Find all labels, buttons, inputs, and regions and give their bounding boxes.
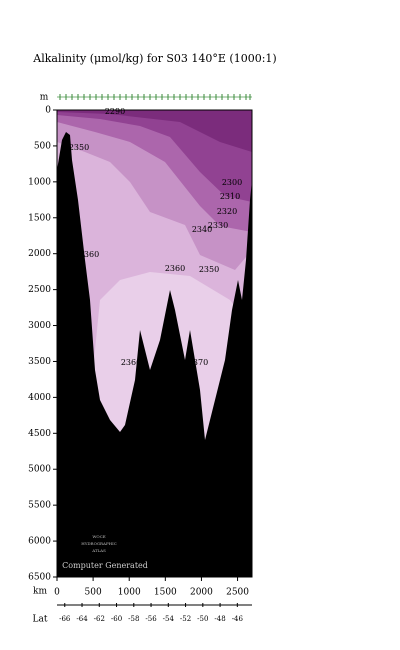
x2-tick-label: -66 xyxy=(59,615,71,623)
x-tick-label: 0 xyxy=(54,588,60,598)
y-tick-label: 5500 xyxy=(28,501,51,511)
contour-label: 2290 xyxy=(105,107,125,116)
station-ticks xyxy=(59,94,251,100)
y-tick-label: 2000 xyxy=(28,249,51,259)
bathymetry xyxy=(57,132,252,577)
x2-tick-label: -64 xyxy=(76,615,88,623)
y-tick-label: 0 xyxy=(45,106,51,116)
x2-tick-label: -52 xyxy=(180,615,191,623)
x2-tick-label: -62 xyxy=(94,615,105,623)
contour-fill xyxy=(57,110,252,577)
contour-label: 2370 xyxy=(188,358,208,367)
contour-label: 2360 xyxy=(165,264,185,273)
x-tick-label: 1000 xyxy=(118,588,141,598)
watermark: ATLAS xyxy=(91,548,106,553)
chart-title: Alkalinity (μmol/kg) for S03 140°E (1000… xyxy=(32,52,276,65)
x-axis-label: km xyxy=(33,587,47,597)
band-darkest xyxy=(57,110,252,152)
x2-tick-label: -60 xyxy=(111,615,122,623)
contour-label: 2320 xyxy=(217,207,237,216)
y-tick-label: 500 xyxy=(34,141,51,151)
x2-tick-label: -58 xyxy=(128,615,139,623)
contour-label: 2330 xyxy=(208,221,228,230)
watermark: WOCE xyxy=(92,534,105,539)
watermark: HYDROGRAPHIC xyxy=(81,541,117,546)
y-tick-label: 6500 xyxy=(28,573,51,583)
contour-label: 2310 xyxy=(220,192,240,201)
y-tick-label: 4000 xyxy=(28,393,51,403)
x2-tick-label: -46 xyxy=(232,615,244,623)
x-tick-label: 2500 xyxy=(226,588,249,598)
y-tick-label: 5000 xyxy=(28,465,51,475)
x2-tick-label: -50 xyxy=(197,615,208,623)
contour-label: 2360 xyxy=(121,358,141,367)
x2-tick-label: -56 xyxy=(145,615,157,623)
contour-label: 2350 xyxy=(69,143,89,152)
y-tick-label: 6000 xyxy=(28,537,51,547)
contour-label: 2360 xyxy=(79,250,99,259)
x2-axis-label: Lat xyxy=(33,615,48,625)
y-tick-label: 2500 xyxy=(28,285,51,295)
note: Computer Generated xyxy=(62,561,148,570)
contour-label: 2350 xyxy=(199,265,219,274)
y-tick-label: 1000 xyxy=(28,177,51,187)
x2-tick-label: -54 xyxy=(163,615,175,623)
y-tick-label: 1500 xyxy=(28,213,51,223)
x-tick-label: 2000 xyxy=(190,588,213,598)
contour-label: 2300 xyxy=(222,178,242,187)
plot-frame xyxy=(56,109,253,578)
y-axis-label: m xyxy=(40,93,49,103)
y-tick-label: 3000 xyxy=(28,321,51,331)
y-tick-label: 4500 xyxy=(28,429,51,439)
x-tick-label: 500 xyxy=(85,588,102,598)
x-tick-label: 1500 xyxy=(154,588,177,598)
station-markers xyxy=(57,94,252,100)
contour-label: 2340 xyxy=(192,225,212,234)
x2-tick-label: -48 xyxy=(214,615,225,623)
y-tick-label: 3500 xyxy=(28,357,51,367)
